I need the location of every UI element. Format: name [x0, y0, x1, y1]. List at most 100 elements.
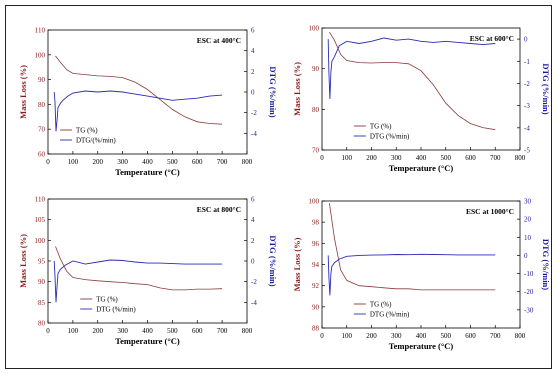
legend-label: DTG/(%/min) [76, 137, 116, 145]
y-tick-label: 100 [35, 237, 46, 245]
y2-tick-label: -20 [524, 288, 534, 296]
y-tick-label: 96 [312, 240, 320, 248]
x-tick-label: 800 [515, 154, 526, 162]
x-tick-label: 700 [217, 158, 228, 166]
x-tick-label: 100 [342, 154, 353, 162]
y-axis-title: Mass Loss (%) [18, 234, 28, 288]
x-tick-label: 500 [441, 154, 452, 162]
y-tick-label: 70 [38, 126, 46, 134]
x-tick-label: 200 [366, 154, 377, 162]
y-tick-label: 110 [35, 27, 46, 35]
plot-frame [321, 27, 521, 151]
y2-tick-label: -2 [524, 80, 530, 88]
x-axis-title: Temperature (°C) [115, 167, 180, 177]
y-tick-label: 70 [312, 147, 320, 155]
legend-label: TG (%) [76, 127, 98, 135]
chart-panel-1: 0 100 200 300 400 500 600 700 80060708090100110-… [18, 27, 278, 178]
y2-tick-label: 2 [251, 237, 255, 245]
y2-tick-label: 0 [524, 36, 528, 44]
legend-label: DTG (%/min) [370, 311, 410, 319]
x-axis-title: Temperature (°C) [389, 163, 454, 173]
y-tick-label: 105 [35, 216, 46, 224]
x-tick-label: 800 [242, 327, 253, 335]
x-tick-label: 400 [416, 332, 427, 340]
x-tick-label: 100 [68, 158, 79, 166]
y2-tick-label: -4 [251, 130, 257, 138]
y-tick-label: 90 [312, 65, 320, 73]
series-line-tg [329, 31, 496, 131]
y-axis-title: Mass Loss (%) [18, 65, 28, 119]
x-tick-label: 100 [342, 332, 353, 340]
y2-tick-label: 30 [524, 198, 532, 206]
legend-label: TG (%) [370, 301, 392, 309]
y-tick-label: 90 [312, 303, 320, 311]
y2-tick-label: 10 [524, 234, 532, 242]
x-tick-label: 300 [391, 154, 402, 162]
y-tick-label: 95 [38, 258, 46, 266]
y2-tick-label: 0 [524, 252, 528, 260]
chart-panel-4: 0 100 200 300 400 500 600 700 800889092949698100… [292, 198, 551, 352]
y-tick-label: 90 [38, 278, 46, 286]
series-line-dtg [327, 253, 496, 296]
y-tick-label: 90 [38, 76, 46, 84]
panel-annotation: ESC at 400°C [197, 36, 241, 45]
legend-label: TG (%) [370, 123, 392, 131]
y2-tick-label: 4 [251, 216, 255, 224]
x-axis-title: Temperature (°C) [115, 336, 180, 346]
legend-label: TG (%) [96, 296, 118, 304]
y2-axis-title: DTG (%/min) [541, 239, 551, 290]
series-line-dtg [53, 90, 223, 132]
y2-tick-label: 4 [251, 47, 255, 55]
figure-frame [5, 5, 552, 369]
x-tick-label: 700 [217, 327, 228, 335]
chart-panel-2: 0 100 200 300 400 500 600 700 800 70 80 90 100 -5 -4 -3… [292, 25, 551, 174]
x-tick-label: 600 [192, 158, 203, 166]
x-tick-label: 800 [515, 332, 526, 340]
x-tick-label: 400 [142, 158, 153, 166]
x-tick-label: 400 [142, 327, 153, 335]
y2-tick-label: 0 [251, 89, 255, 97]
y-tick-label: 100 [309, 25, 320, 33]
chart-panel-3: 0 100 200 300 400 500 600 700 800 80 85 90 95 100 105 1… [18, 196, 278, 347]
panel-annotation: ESC at 600°C [470, 34, 514, 43]
x-tick-label: 400 [416, 154, 427, 162]
x-tick-label: 300 [117, 158, 128, 166]
y2-tick-label: 2 [251, 68, 255, 76]
plot-frame [321, 200, 521, 329]
x-tick-label: 0 [320, 154, 324, 162]
y2-tick-label: -30 [524, 306, 534, 314]
y-tick-label: 98 [312, 219, 320, 227]
y-tick-label: 94 [312, 261, 320, 269]
x-tick-label: 800 [242, 158, 253, 166]
x-tick-label: 0 [46, 327, 50, 335]
y-axis-title: Mass Loss (%) [292, 237, 302, 291]
x-tick-label: 500 [167, 158, 178, 166]
y2-tick-label: -5 [524, 147, 530, 155]
y2-tick-label: -4 [251, 299, 257, 307]
x-tick-label: 200 [366, 332, 377, 340]
y-tick-label: 80 [38, 101, 46, 109]
y2-tick-label: -10 [524, 270, 534, 278]
series-line-tg [55, 246, 223, 291]
y-tick-label: 100 [309, 198, 320, 206]
x-tick-label: 100 [68, 327, 79, 335]
y-tick-label: 92 [312, 282, 320, 290]
series-line-dtg [53, 259, 223, 303]
y2-axis-title: DTG (%/min) [268, 66, 278, 117]
y2-tick-label: -2 [251, 109, 257, 117]
y2-tick-label: -2 [251, 278, 257, 286]
x-tick-label: 300 [117, 327, 128, 335]
legend-label: DTG (%/min) [370, 133, 410, 141]
series-line-tg [329, 203, 496, 291]
series-line-dtg [327, 37, 496, 100]
x-tick-label: 300 [391, 332, 402, 340]
series-line-tg [55, 55, 223, 125]
y-tick-label: 60 [38, 151, 46, 159]
plot-frame [47, 198, 248, 324]
x-tick-label: 500 [441, 332, 452, 340]
panel-annotation: ESC at 800°C [197, 205, 241, 214]
x-tick-label: 700 [490, 332, 501, 340]
y-tick-label: 110 [35, 196, 46, 204]
